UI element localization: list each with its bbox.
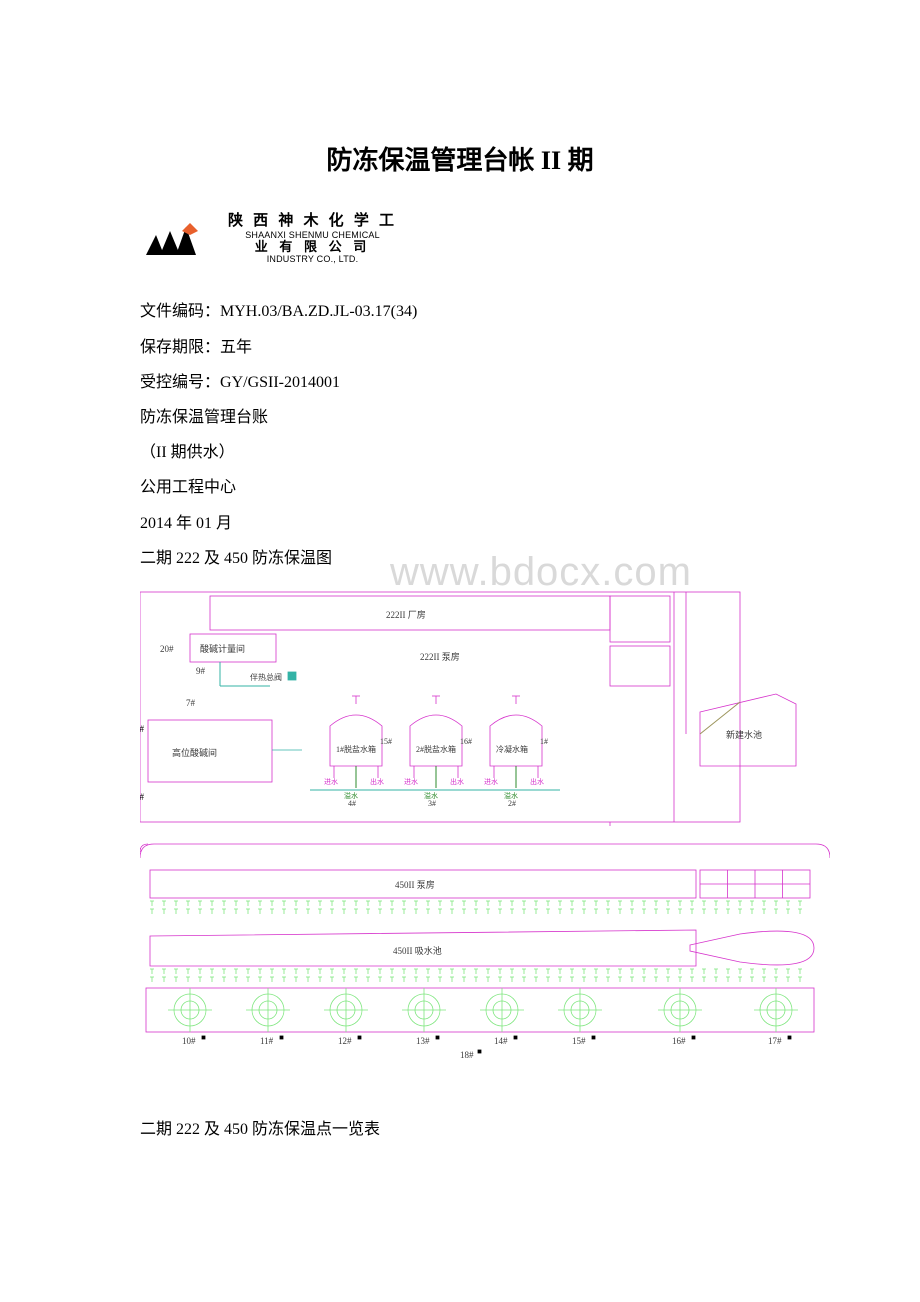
svg-text:7#: 7# bbox=[186, 698, 196, 708]
company-cn2: 业 有 限 公 司 bbox=[228, 240, 397, 254]
retention-label: 保存期限： bbox=[140, 339, 220, 356]
svg-text:20#: 20# bbox=[160, 644, 174, 654]
svg-text:16#: 16# bbox=[672, 1036, 686, 1046]
svg-text:进水: 进水 bbox=[484, 777, 498, 786]
control-value: GY/GSII-2014001 bbox=[220, 374, 340, 391]
svg-text:伴热总阀: 伴热总阀 bbox=[250, 672, 282, 682]
meta-retention: 保存期限：五年 bbox=[140, 330, 780, 365]
svg-text:8#: 8# bbox=[140, 724, 145, 734]
svg-text:酸碱计量间: 酸碱计量间 bbox=[200, 643, 245, 654]
file-code-label: 文件编码： bbox=[140, 303, 220, 320]
svg-text:2#: 2# bbox=[508, 799, 516, 808]
svg-text:进水: 进水 bbox=[324, 777, 338, 786]
page-title: 防冻保温管理台帐 II 期 bbox=[140, 140, 780, 177]
logo-block: 陕 西 神 木 化 学 工 SHAANXI SHENMU CHEMICAL 业 … bbox=[140, 213, 780, 264]
svg-text:出水: 出水 bbox=[370, 777, 384, 786]
svg-text:450II 泵房: 450II 泵房 bbox=[395, 879, 435, 890]
svg-text:新建水池: 新建水池 bbox=[726, 729, 762, 740]
svg-text:进水: 进水 bbox=[404, 777, 418, 786]
svg-text:18#: 18# bbox=[460, 1050, 474, 1060]
watermark: www.bdocx.com bbox=[390, 550, 692, 595]
svg-text:17#: 17# bbox=[768, 1036, 782, 1046]
svg-text:10#: 10# bbox=[182, 1036, 196, 1046]
period: （II 期供水） bbox=[140, 435, 780, 470]
svg-text:3#: 3# bbox=[428, 799, 436, 808]
svg-text:11#: 11# bbox=[260, 1036, 274, 1046]
svg-text:冷凝水箱: 冷凝水箱 bbox=[496, 744, 528, 754]
company-logo-icon bbox=[146, 223, 202, 255]
piping-diagram: 222II 厂房酸碱计量间 20# 9# 222II 泵房伴热总阀高位酸碱间 8# 19#… bbox=[140, 584, 830, 1084]
svg-text:19#: 19# bbox=[140, 792, 145, 802]
svg-text:4#: 4# bbox=[348, 799, 356, 808]
company-en2: INDUSTRY CO., LTD. bbox=[228, 254, 397, 264]
svg-text:1#: 1# bbox=[540, 737, 548, 746]
svg-text:出水: 出水 bbox=[450, 777, 464, 786]
svg-text:2#脱盐水箱: 2#脱盐水箱 bbox=[416, 744, 456, 754]
retention-value: 五年 bbox=[220, 339, 252, 356]
svg-text:高位酸碱间: 高位酸碱间 bbox=[172, 747, 217, 758]
svg-text:222II 泵房: 222II 泵房 bbox=[420, 651, 460, 662]
meta-control: 受控编号：GY/GSII-2014001 bbox=[140, 365, 780, 400]
company-name: 陕 西 神 木 化 学 工 SHAANXI SHENMU CHEMICAL 业 … bbox=[228, 213, 397, 264]
svg-text:450II 吸水池: 450II 吸水池 bbox=[393, 945, 442, 956]
svg-text:1#脱盐水箱: 1#脱盐水箱 bbox=[336, 744, 376, 754]
dept: 公用工程中心 bbox=[140, 470, 780, 505]
svg-text:13#: 13# bbox=[416, 1036, 430, 1046]
svg-text:222II 厂房: 222II 厂房 bbox=[386, 609, 426, 620]
svg-text:16#: 16# bbox=[460, 737, 472, 746]
company-cn: 陕 西 神 木 化 学 工 bbox=[228, 213, 397, 230]
svg-text:14#: 14# bbox=[494, 1036, 508, 1046]
svg-text:15#: 15# bbox=[572, 1036, 586, 1046]
ledger-name: 防冻保温管理台账 bbox=[140, 400, 780, 435]
file-code-value: MYH.03/BA.ZD.JL-03.17(34) bbox=[220, 303, 417, 320]
footer-line: 二期 222 及 450 防冻保温点一览表 bbox=[140, 1112, 780, 1147]
svg-text:9#: 9# bbox=[196, 666, 206, 676]
svg-text:12#: 12# bbox=[338, 1036, 352, 1046]
meta-file-code: 文件编码：MYH.03/BA.ZD.JL-03.17(34) bbox=[140, 294, 780, 329]
svg-text:出水: 出水 bbox=[530, 777, 544, 786]
svg-text:15#: 15# bbox=[380, 737, 392, 746]
control-label: 受控编号： bbox=[140, 374, 220, 391]
date: 2014 年 01 月 bbox=[140, 506, 780, 541]
